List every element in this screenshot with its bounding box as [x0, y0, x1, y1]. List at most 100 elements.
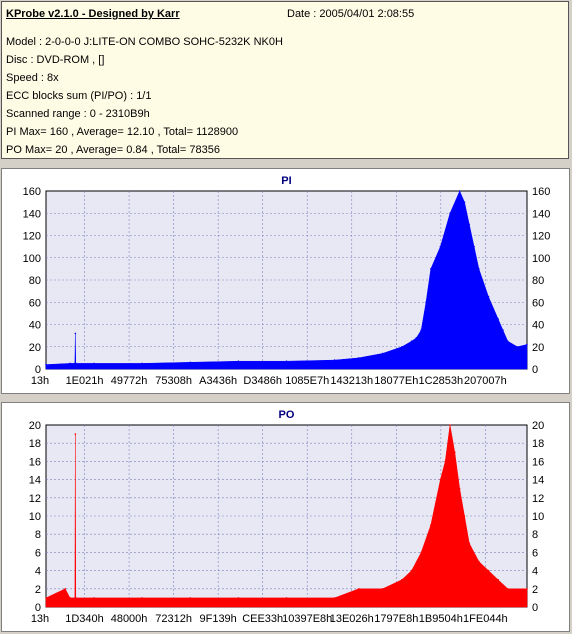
pi-data-point: [430, 268, 432, 270]
pi-data-point: [458, 190, 461, 192]
pi-xtick-label: 1C2853h: [419, 375, 464, 387]
po-data-point: [237, 597, 240, 599]
po-data-point: [439, 478, 442, 481]
pi-xtick-label: 207007h: [464, 375, 507, 387]
po-data-point: [45, 597, 47, 599]
po-chart-panel: PO 0 0 2 2 4 4 6 6 8 8 10 10 12 12 14 14 16 16 18 18 20 20 13h 1…: [1, 402, 570, 632]
pi-ytick-left: 160: [23, 186, 41, 198]
pi-chart: PI 0 0 20 20 40 40 60 60 80 80 100 100 120 120 140 140 16…: [23, 175, 551, 387]
pi-ytick-left: 40: [29, 320, 41, 332]
po-ytick-left: 4: [35, 566, 41, 578]
pi-data-point: [449, 212, 451, 215]
po-data-point: [410, 569, 413, 572]
po-xtick-label: 1797E8h: [374, 613, 418, 625]
pi-xtick-label: 49772h: [111, 375, 148, 387]
po-ytick-right: 16: [532, 456, 544, 468]
po-ytick-left: 18: [29, 438, 41, 450]
pi-ytick-left: 80: [29, 275, 41, 287]
pi-ytick-left: 140: [23, 208, 41, 220]
pi-xtick-label: A3436h: [199, 375, 237, 387]
pi-data-point: [74, 332, 77, 335]
pi-chart-panel: PI 0 0 20 20 40 40 60 60 80 80 100 100 120 120 140 140 16…: [1, 168, 570, 394]
po-data-point: [69, 597, 71, 599]
info-scanned-range: Scanned range : 0 - 2310B9h: [6, 108, 150, 120]
po-data-point: [487, 569, 490, 572]
po-data-point: [430, 524, 432, 526]
po-data-point: [468, 542, 471, 545]
po-data-point: [526, 588, 528, 590]
po-ytick-left: 12: [29, 493, 41, 505]
pi-xtick-label: 75308h: [155, 375, 192, 387]
pi-data-point: [141, 362, 143, 365]
po-data-point: [506, 588, 509, 590]
pi-ytick-left: 120: [23, 231, 41, 243]
po-data-point: [449, 424, 451, 426]
pi-ytick-left: 0: [35, 364, 41, 376]
info-speed: Speed : 8x: [6, 72, 59, 84]
po-ytick-right: 4: [532, 566, 538, 578]
pi-data-point: [357, 357, 360, 359]
app-title: KProbe v2.1.0 - Designed by Karr: [6, 8, 180, 20]
pi-xtick-label: 18077Eh: [374, 375, 418, 387]
pi-xtick-label: D3486h: [243, 375, 282, 387]
po-xtick-label: CEE33h: [242, 613, 283, 625]
pi-ytick-left: 20: [29, 342, 41, 354]
po-chart-title: PO: [279, 409, 295, 421]
po-ytick-right: 10: [532, 511, 544, 523]
pi-data-point: [516, 345, 519, 348]
pi-ytick-right: 20: [532, 342, 544, 354]
pi-xtick-label: 1085E7h: [285, 375, 329, 387]
pi-ytick-right: 40: [532, 320, 544, 332]
po-data-point: [141, 597, 143, 599]
pi-data-point: [526, 343, 528, 346]
po-xtick-label: 13E026h: [330, 613, 374, 625]
pi-data-point: [415, 337, 418, 339]
po-data-point: [75, 597, 77, 599]
po-xtick-label: 1B9504h: [419, 613, 463, 625]
po-data-point: [401, 578, 403, 581]
pi-ytick-right: 100: [532, 253, 550, 265]
po-ytick-right: 18: [532, 438, 544, 450]
po-xtick-label: 48000h: [111, 613, 148, 625]
pi-data-point: [478, 268, 480, 270]
pi-ytick-right: 0: [532, 364, 538, 376]
pi-data-point: [381, 352, 384, 355]
pi-data-point: [497, 318, 499, 320]
pi-data-point: [506, 340, 509, 342]
po-data-point: [444, 460, 447, 463]
po-data-point: [93, 597, 95, 599]
pi-xtick-label: 143213h: [330, 375, 373, 387]
po-ytick-right: 14: [532, 475, 544, 487]
po-xtick-label: 72312h: [155, 613, 192, 625]
po-data-point: [333, 597, 336, 599]
po-data-point: [463, 515, 466, 517]
po-data-point: [381, 588, 384, 590]
po-xtick-label: 1D340h: [65, 613, 104, 625]
pi-data-point: [285, 360, 288, 363]
scan-date: Date : 2005/04/01 2:08:55: [287, 8, 415, 20]
po-xtick-label: 13h: [31, 613, 49, 625]
pi-data-point: [75, 362, 77, 365]
po-ytick-right: 6: [532, 547, 538, 559]
po-data-point: [454, 451, 456, 454]
po-data-point: [458, 487, 461, 490]
pi-ytick-right: 120: [532, 231, 550, 243]
po-ytick-left: 20: [29, 420, 41, 432]
info-disc: Disc : DVD-ROM , []: [6, 54, 105, 66]
po-data-point: [285, 597, 288, 599]
po-ytick-left: 16: [29, 456, 41, 468]
pi-xtick-label: 13h: [31, 375, 49, 387]
pi-ytick-left: 100: [23, 253, 41, 265]
pi-data-point: [333, 359, 336, 361]
po-ytick-right: 2: [532, 584, 538, 596]
pi-data-point: [420, 329, 422, 331]
pi-data-point: [487, 295, 490, 298]
pi-data-point: [237, 360, 240, 363]
pi-xtick-label: 1E021h: [66, 375, 104, 387]
pi-data-point: [502, 329, 504, 331]
pi-ytick-right: 80: [532, 275, 544, 287]
po-data-point: [420, 551, 422, 554]
po-ytick-right: 0: [532, 602, 538, 614]
pi-ytick-left: 60: [29, 297, 41, 309]
pi-ytick-right: 60: [532, 297, 544, 309]
